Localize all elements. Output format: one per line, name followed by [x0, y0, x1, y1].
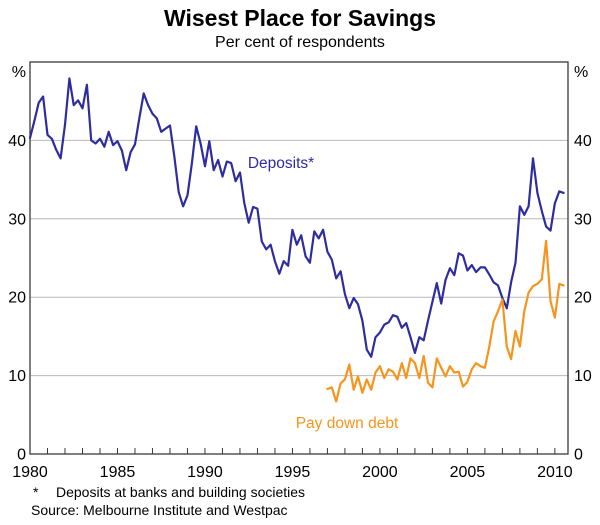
- x-axis-label: 1990: [187, 464, 223, 481]
- series-label-deposits-: Deposits*: [248, 155, 314, 172]
- y-axis-label-right: 20: [574, 290, 592, 307]
- x-axis-label: 2000: [362, 464, 398, 481]
- series-line-pay-down-debt: [326, 239, 565, 403]
- series-label-pay-down-debt: Pay down debt: [296, 415, 399, 432]
- y-axis-label-right: 10: [574, 368, 592, 385]
- source-text: Source: Melbourne Institute and Westpac: [31, 502, 288, 518]
- footnote-text: Deposits at banks and building societies: [56, 484, 306, 500]
- x-axis-label: 1980: [12, 464, 48, 481]
- y-axis-label-right: 40: [574, 133, 592, 150]
- chart-subtitle: Per cent of respondents: [215, 34, 385, 51]
- series-line-deposits-: [28, 77, 565, 358]
- y-axis-unit-left: %: [12, 64, 26, 81]
- x-axis-label: 2010: [537, 464, 573, 481]
- y-axis-label-left: 20: [8, 290, 26, 307]
- footnote-asterisk: *: [33, 484, 39, 500]
- y-axis-label-left: 30: [8, 211, 26, 228]
- plot-frame: [29, 61, 569, 455]
- x-axis-label: 1985: [100, 464, 136, 481]
- y-axis-label-right: 30: [574, 211, 592, 228]
- y-axis-label-left: 10: [8, 368, 26, 385]
- y-axis-label-left: 0: [17, 447, 26, 464]
- y-axis-unit-right: %: [574, 64, 588, 81]
- x-axis-label: 1995: [275, 464, 311, 481]
- chart-title: Wisest Place for Savings: [163, 5, 437, 31]
- y-axis-label-right: 0: [574, 447, 583, 464]
- x-axis-label: 2005: [450, 464, 486, 481]
- y-axis-label-left: 40: [8, 133, 26, 150]
